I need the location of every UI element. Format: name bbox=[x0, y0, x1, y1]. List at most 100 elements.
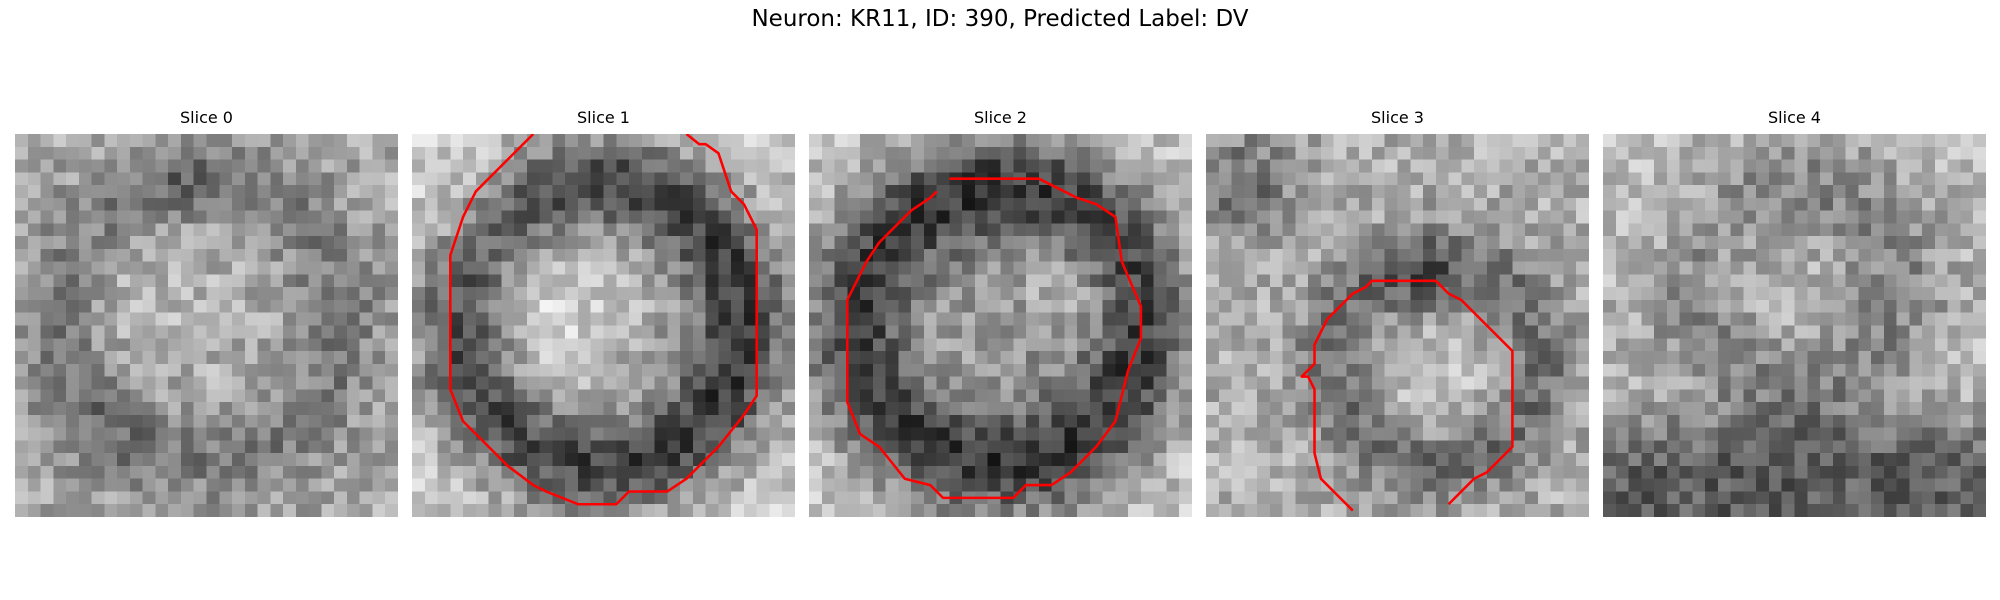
slice-pixel bbox=[1603, 134, 1617, 148]
slice-pixel bbox=[1206, 414, 1220, 428]
slice-pixel bbox=[1435, 440, 1449, 454]
slice-pixel bbox=[667, 312, 681, 326]
slice-pixel bbox=[667, 274, 681, 288]
slice-pixel bbox=[911, 134, 925, 148]
slice-pixel bbox=[1448, 146, 1462, 160]
slice-pixel bbox=[295, 338, 309, 352]
slice-pixel bbox=[1679, 440, 1693, 454]
slice-pixel bbox=[1231, 185, 1245, 199]
slice-pixel bbox=[1909, 134, 1923, 148]
slice-pixel bbox=[1576, 376, 1589, 390]
slice-pixel bbox=[885, 453, 899, 467]
slice-pixel bbox=[936, 146, 950, 160]
slice-pixel bbox=[1038, 363, 1052, 377]
slice-pixel bbox=[539, 261, 553, 275]
slice-pixel bbox=[1013, 134, 1027, 148]
slice-pixel bbox=[334, 351, 348, 365]
slice-pixel bbox=[1102, 185, 1116, 199]
slice-pixel bbox=[1038, 159, 1052, 173]
slice-pixel bbox=[1883, 440, 1897, 454]
slice-pixel bbox=[1794, 478, 1808, 492]
slice-pixel bbox=[1820, 465, 1834, 479]
slice-pixel bbox=[1013, 312, 1027, 326]
slice-pixel bbox=[1140, 376, 1154, 390]
slice-pixel bbox=[283, 197, 297, 211]
slice-pixel bbox=[680, 389, 694, 403]
slice-pixel bbox=[27, 427, 41, 441]
slice-pixel bbox=[1692, 351, 1706, 365]
slice-pixel bbox=[437, 351, 451, 365]
slice-pixel bbox=[936, 427, 950, 441]
slice-pixel bbox=[206, 338, 220, 352]
slice-pixel bbox=[962, 261, 976, 275]
slice-pixel bbox=[1794, 299, 1808, 313]
slice-pixel bbox=[629, 478, 643, 492]
slice-pixel bbox=[1499, 146, 1513, 160]
slice-pixel bbox=[1026, 146, 1040, 160]
slice-pixel bbox=[1089, 312, 1103, 326]
slice-pixel bbox=[1717, 504, 1731, 517]
slice-pixel bbox=[1102, 159, 1116, 173]
slice-pixel bbox=[283, 376, 297, 390]
slice-pixel bbox=[1666, 261, 1680, 275]
slice-pixel bbox=[885, 236, 899, 250]
slice-pixel bbox=[40, 440, 54, 454]
slice-pixel bbox=[743, 478, 757, 492]
slice-pixel bbox=[1166, 210, 1180, 224]
slice-pixel bbox=[346, 504, 360, 517]
slice-pixel bbox=[743, 363, 757, 377]
slice-pixel bbox=[1153, 146, 1167, 160]
slice-pixel bbox=[501, 504, 515, 517]
slice-pixel bbox=[1153, 134, 1167, 148]
slice-pixel bbox=[501, 402, 515, 416]
slice-pixel bbox=[104, 261, 118, 275]
slice-pixel bbox=[180, 210, 194, 224]
slice-pixel bbox=[1947, 351, 1961, 365]
slice-pixel bbox=[385, 325, 398, 339]
slice-pixel bbox=[1730, 363, 1744, 377]
slice-pixel bbox=[117, 312, 131, 326]
slice-pixel bbox=[1820, 402, 1834, 416]
slice-pixel bbox=[616, 351, 630, 365]
slice-pixel bbox=[257, 248, 271, 262]
slice-pixel bbox=[437, 172, 451, 186]
slice-pixel bbox=[1013, 210, 1027, 224]
slice-pixel bbox=[756, 504, 770, 517]
slice-pixel bbox=[295, 185, 309, 199]
slice-pixel bbox=[1883, 172, 1897, 186]
slice-pixel bbox=[1603, 351, 1617, 365]
slice-pixel bbox=[321, 185, 335, 199]
slice-pixel bbox=[731, 465, 745, 479]
slice-pixel bbox=[91, 389, 105, 403]
slice-pixel bbox=[1820, 261, 1834, 275]
slice-pixel bbox=[1603, 312, 1617, 326]
slice-image-0 bbox=[15, 134, 398, 517]
slice-pixel bbox=[1768, 504, 1782, 517]
slice-pixel bbox=[1858, 197, 1872, 211]
slice-pixel bbox=[1550, 402, 1564, 416]
slice-pixel bbox=[1077, 351, 1091, 365]
slice-pixel bbox=[565, 376, 579, 390]
slice-pixel bbox=[1115, 134, 1129, 148]
slice-pixel bbox=[1896, 338, 1910, 352]
slice-pixel bbox=[1537, 248, 1551, 262]
slice-pixel bbox=[1423, 172, 1437, 186]
slice-pixel bbox=[629, 504, 643, 517]
slice-pixel bbox=[219, 402, 233, 416]
slice-pixel bbox=[667, 223, 681, 237]
slice-pixel bbox=[1768, 325, 1782, 339]
slice-pixel bbox=[616, 274, 630, 288]
slice-pixel bbox=[603, 491, 617, 505]
slice-pixel bbox=[1768, 210, 1782, 224]
slice-pixel bbox=[1320, 299, 1334, 313]
slice-pixel bbox=[372, 338, 386, 352]
slice-pixel bbox=[1410, 363, 1424, 377]
slice-pixel bbox=[962, 363, 976, 377]
slice-pixel bbox=[142, 376, 156, 390]
slice-pixel bbox=[1000, 210, 1014, 224]
slice-pixel bbox=[962, 376, 976, 390]
slice-pixel bbox=[1038, 146, 1052, 160]
slice-pixel bbox=[1820, 248, 1834, 262]
slice-pixel bbox=[1717, 261, 1731, 275]
slice-pixel bbox=[1679, 402, 1693, 416]
